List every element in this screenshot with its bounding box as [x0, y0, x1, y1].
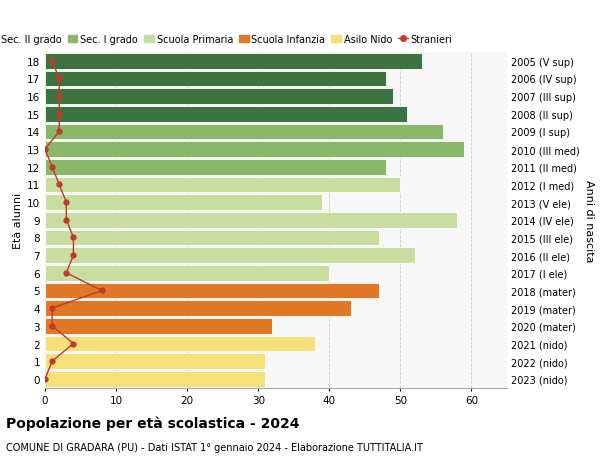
Bar — [45, 336, 315, 352]
Bar — [45, 54, 422, 69]
Bar — [45, 72, 386, 87]
Text: Popolazione per età scolastica - 2024: Popolazione per età scolastica - 2024 — [6, 415, 299, 430]
Bar — [45, 160, 386, 175]
Bar — [45, 195, 322, 210]
Bar — [45, 371, 265, 387]
Bar — [45, 213, 457, 228]
Text: COMUNE DI GRADARA (PU) - Dati ISTAT 1° gennaio 2024 - Elaborazione TUTTITALIA.IT: COMUNE DI GRADARA (PU) - Dati ISTAT 1° g… — [6, 442, 423, 452]
Bar — [45, 248, 415, 263]
Bar — [45, 283, 379, 299]
Bar — [45, 177, 400, 193]
Bar — [45, 124, 443, 140]
Bar — [45, 319, 272, 334]
Y-axis label: Età alunni: Età alunni — [13, 192, 23, 248]
Bar — [45, 142, 464, 157]
Y-axis label: Anni di nascita: Anni di nascita — [584, 179, 594, 262]
Bar — [45, 230, 379, 246]
Bar — [45, 89, 393, 105]
Legend: Sec. II grado, Sec. I grado, Scuola Primaria, Scuola Infanzia, Asilo Nido, Stran: Sec. II grado, Sec. I grado, Scuola Prim… — [0, 34, 452, 45]
Bar — [45, 353, 265, 369]
Bar — [45, 301, 350, 316]
Bar — [45, 265, 329, 281]
Bar — [45, 107, 407, 122]
